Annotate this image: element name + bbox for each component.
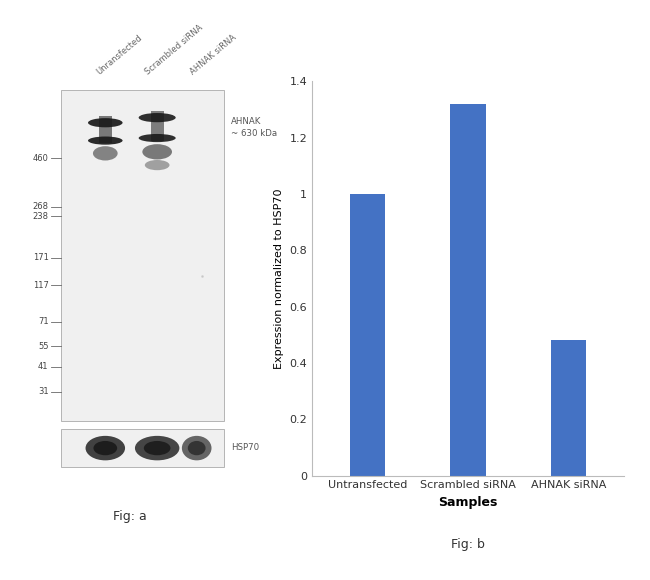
Text: 117: 117: [32, 281, 49, 289]
Text: 171: 171: [32, 253, 49, 263]
Bar: [450, 104, 486, 476]
Bar: [99, 116, 112, 143]
Text: Fig: a: Fig: a: [113, 510, 147, 523]
Text: 55: 55: [38, 342, 49, 351]
Ellipse shape: [93, 146, 118, 161]
X-axis label: Samples: Samples: [438, 496, 498, 509]
Bar: [61, 429, 224, 467]
Ellipse shape: [94, 441, 117, 455]
Text: Unransfected: Unransfected: [94, 34, 144, 77]
Ellipse shape: [88, 136, 123, 144]
Ellipse shape: [182, 436, 211, 461]
Text: 268: 268: [32, 202, 49, 212]
Bar: [61, 89, 224, 421]
Ellipse shape: [142, 144, 172, 160]
Text: 41: 41: [38, 362, 49, 371]
Ellipse shape: [138, 134, 176, 142]
Bar: [551, 340, 586, 476]
Ellipse shape: [188, 441, 205, 455]
Text: Scrambled siRNA: Scrambled siRNA: [144, 23, 205, 77]
Ellipse shape: [86, 436, 125, 461]
Bar: [350, 194, 385, 476]
Text: 460: 460: [32, 154, 49, 163]
Text: 71: 71: [38, 317, 49, 327]
Text: AHNAK
~ 630 kDa: AHNAK ~ 630 kDa: [231, 117, 278, 138]
Text: 238: 238: [32, 212, 49, 220]
Ellipse shape: [138, 113, 176, 122]
Text: Fig: b: Fig: b: [451, 538, 485, 551]
Text: 31: 31: [38, 387, 49, 396]
Ellipse shape: [144, 441, 170, 455]
Text: HSP70: HSP70: [231, 443, 259, 452]
Y-axis label: Expression normalized to HSP70: Expression normalized to HSP70: [274, 188, 284, 369]
Ellipse shape: [88, 118, 123, 128]
Ellipse shape: [135, 436, 179, 461]
Text: AHNAK siRNA: AHNAK siRNA: [188, 33, 238, 77]
Bar: [151, 111, 164, 140]
Ellipse shape: [145, 160, 170, 170]
